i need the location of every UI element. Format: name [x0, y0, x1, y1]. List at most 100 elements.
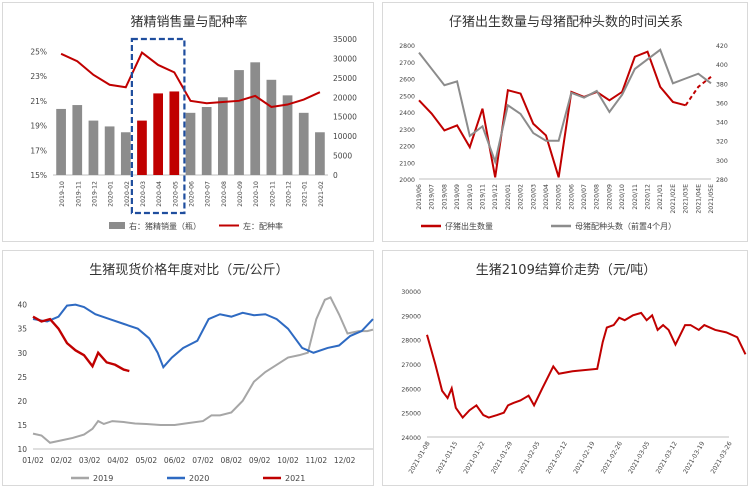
bar — [153, 93, 163, 175]
y-tick-label: 30000 — [401, 289, 421, 296]
x-tick-label: 09/02 — [249, 456, 271, 465]
series-line-2020 — [32, 303, 374, 370]
x-tick-label: 2020-05 — [172, 181, 179, 207]
x-tick-label: 2019/12 — [492, 184, 499, 210]
dual-axis-line-chart: 仔猪出生数量与母猪配种头数的时间关系 2800 2700 2600 2500 2400 2… — [399, 14, 728, 231]
x-tick-label: 2021-03-26 — [710, 440, 734, 475]
y-left-tick-label: 2100 — [399, 160, 415, 167]
y-tick-label: 26000 — [401, 386, 421, 393]
bar — [104, 126, 115, 175]
series-line-sows — [418, 48, 712, 166]
x-tick-label: 2020/11 — [632, 184, 639, 210]
chart-panel-sow-semen-sales: 猪精销售量与配种率 25% 23% 21% 19% 17% 15% 35000 30000 2… — [2, 2, 374, 242]
x-tick-label: 2020-04 — [156, 181, 163, 207]
x-tick-label: 2021-03-12 — [655, 440, 679, 475]
y-tick-label: 15 — [17, 421, 27, 430]
y-right-tick-label: 320 — [716, 139, 728, 146]
series-line-births-forecast — [684, 76, 712, 106]
x-tick-label: 2020/07 — [581, 184, 588, 210]
line-chart: 生猪2109结算价走势（元/吨） 30000 29000 28000 27000 260… — [401, 262, 747, 475]
x-tick-label: 2021/02E — [670, 184, 677, 214]
x-tick-label: 2021-02-19 — [572, 440, 596, 475]
bar — [298, 112, 309, 175]
x-tick-label: 2019-11 — [75, 181, 82, 207]
chart-title: 仔猪出生数量与母猪配种头数的时间关系 — [449, 14, 683, 30]
y-tick-label: 28000 — [401, 338, 421, 345]
x-tick-label: 2021-02 — [318, 181, 325, 207]
legend-label-sows: 母猪配种头数（前置4个月） — [575, 221, 676, 231]
x-tick-label: 2020-01 — [108, 181, 115, 207]
x-tick-label: 2020-11 — [269, 181, 276, 207]
bar — [234, 70, 244, 175]
y-left-tick-label: 25% — [30, 47, 47, 56]
highlight-box — [130, 37, 186, 215]
legend-swatch-bars — [109, 222, 125, 229]
x-tick-label: 2021/03E — [683, 184, 690, 214]
series-line-settlement-price — [426, 311, 747, 420]
x-tick-label: 2019/08 — [441, 184, 448, 210]
x-tick-label: 04/02 — [107, 456, 129, 465]
bar — [169, 91, 180, 175]
x-tick-label: 2020/04 — [543, 184, 550, 210]
chart-title: 生猪现货价格年度对比（元/公斤） — [89, 262, 288, 278]
x-tick-label: 2020/02 — [518, 184, 525, 210]
y-right-tick-label: 280 — [716, 177, 728, 184]
x-tick-label: 2020-06 — [189, 181, 196, 207]
y-left-tick-label: 2600 — [399, 77, 415, 84]
legend: 2019 2020 2021 — [71, 474, 305, 483]
legend: 右：猪精销量（瓶） 左：配种率 — [109, 221, 283, 231]
bar — [120, 132, 131, 175]
x-tick-label: 2020-10 — [253, 181, 260, 207]
y-left-tick-label: 21% — [30, 97, 47, 106]
bar — [218, 97, 228, 175]
y-tick-label: 10 — [17, 445, 27, 454]
y-left-tick-label: 2500 — [399, 93, 415, 100]
x-tick-label: 2020/10 — [619, 184, 626, 210]
legend-label-2021: 2021 — [285, 474, 305, 483]
y-left-tick-label: 2700 — [399, 60, 415, 67]
y-right-tick-label: 35000 — [333, 35, 357, 44]
bar — [315, 132, 325, 175]
x-tick-label: 2021-02-12 — [545, 440, 569, 475]
x-tick-label: 2020/06 — [568, 184, 575, 210]
x-tick-label: 2021-01-15 — [435, 440, 459, 475]
y-right-tick-label: 420 — [716, 43, 728, 50]
bar — [266, 79, 277, 175]
x-tick-label: 2021-01 — [302, 181, 309, 207]
y-right-tick-label: 400 — [716, 62, 728, 69]
legend: 仔猪出生数量 母猪配种头数（前置4个月） — [421, 221, 676, 231]
x-tick-label: 05/02 — [136, 456, 158, 465]
y-left-tick-label: 2400 — [399, 110, 415, 117]
x-tick-label: 2021/05E — [708, 184, 715, 214]
x-tick-label: 08/02 — [221, 456, 243, 465]
legend-label-line: 左：配种率 — [243, 221, 283, 231]
y-tick-label: 35 — [17, 325, 27, 334]
series-line-2019 — [32, 296, 374, 444]
x-tick-label: 2019/11 — [479, 184, 486, 210]
bar-line-chart: 猪精销售量与配种率 25% 23% 21% 19% 17% 15% 35000 30000 2… — [30, 14, 357, 231]
bar — [72, 105, 83, 175]
series-line-mating-rate — [60, 51, 321, 109]
y-tick-label: 29000 — [401, 313, 421, 320]
bar — [88, 120, 99, 175]
y-tick-label: 25 — [17, 373, 27, 382]
y-left-tick-label: 2800 — [399, 43, 415, 50]
y-left-tick-label: 2200 — [399, 144, 415, 151]
series-line-births — [418, 50, 686, 178]
y-right-tick-label: 10000 — [333, 132, 357, 141]
y-tick-label: 40 — [17, 301, 27, 310]
bar — [137, 120, 147, 175]
x-tick-label: 02/02 — [51, 456, 73, 465]
x-tick-label: 11/02 — [306, 456, 328, 465]
y-right-tick-label: 20000 — [333, 93, 357, 102]
x-tick-label: 2021/01 — [657, 184, 664, 210]
x-tick-label: 2020-08 — [221, 181, 228, 207]
legend-label-2019: 2019 — [93, 474, 113, 483]
x-tick-label: 2020-07 — [205, 181, 212, 207]
y-right-tick-label: 360 — [716, 100, 728, 107]
x-tick-label: 2020/12 — [645, 184, 652, 210]
x-tick-label: 2020/08 — [594, 184, 601, 210]
chart-panel-hog-price-yoy: 生猪现货价格年度对比（元/公斤） 40 35 30 25 20 15 10 01/02 02/… — [2, 250, 374, 486]
x-tick-label: 2020-09 — [237, 181, 244, 207]
y-tick-label: 25000 — [401, 411, 421, 418]
